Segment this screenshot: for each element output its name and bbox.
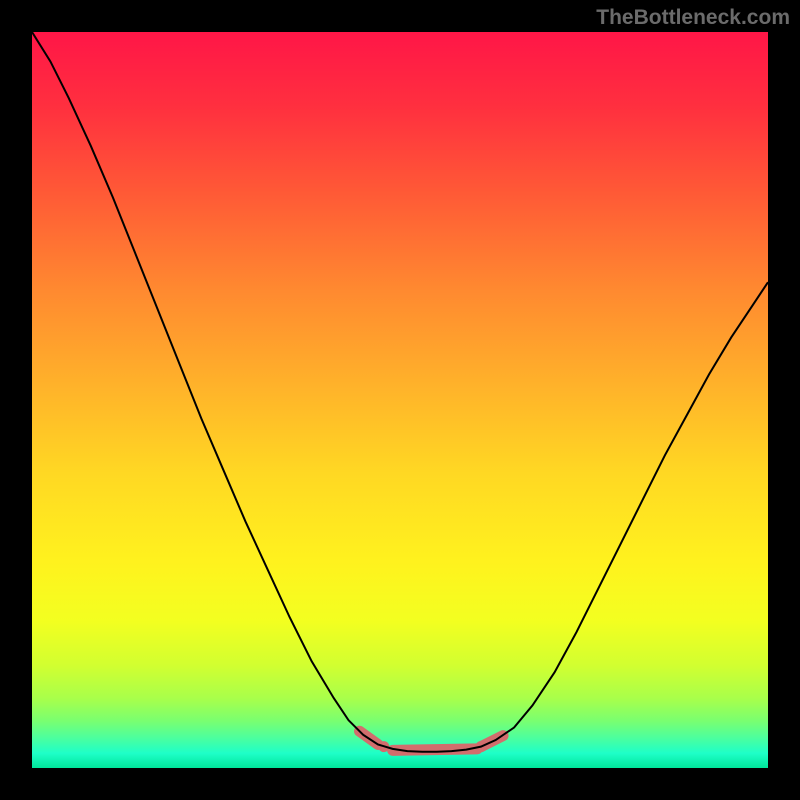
canvas: TheBottleneck.com: [0, 0, 800, 800]
gradient-background: [32, 32, 768, 768]
plot-area: [32, 32, 768, 768]
watermark-text: TheBottleneck.com: [596, 6, 790, 30]
chart-svg: [32, 32, 768, 768]
